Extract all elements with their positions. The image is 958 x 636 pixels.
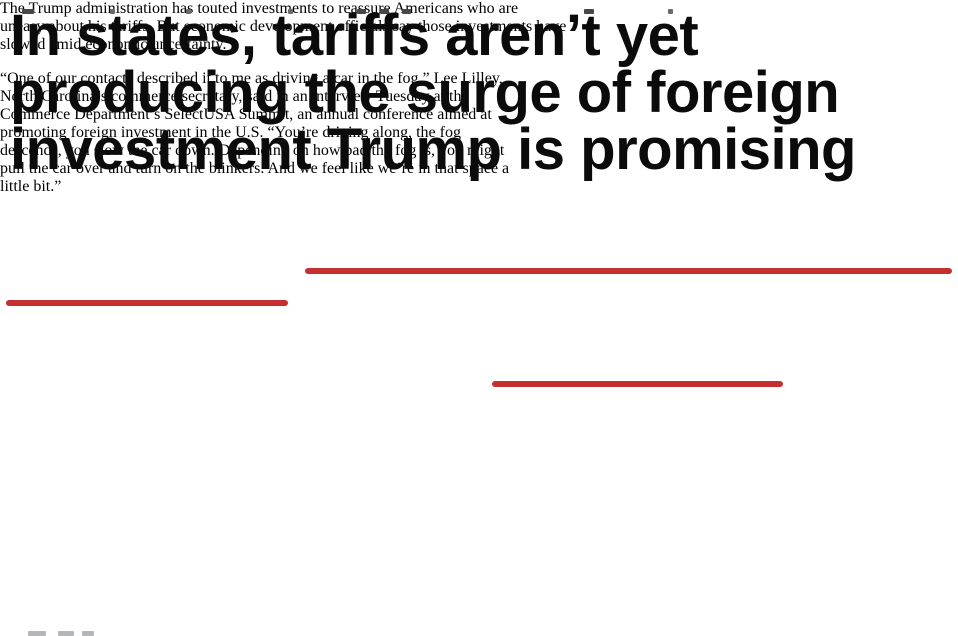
body-line: descends, you slow the car down. Dependi… [0, 142, 505, 159]
cropped-text-fragment [584, 9, 594, 14]
body-line: “One of our contacts described it to me … [0, 70, 503, 87]
cropped-text-fragment [28, 631, 46, 636]
red-underline-annotation [6, 300, 288, 306]
cropped-text-fragment [402, 9, 411, 14]
red-underline-annotation [492, 381, 783, 387]
cropped-text-fragment [668, 9, 673, 14]
cropped-text-fragment [186, 9, 191, 14]
body-line: little bit.” [0, 178, 62, 195]
cropped-text-fragment [357, 9, 366, 14]
cropped-text-fragment [288, 9, 293, 14]
cropped-text-fragment [110, 9, 115, 14]
cropped-text-fragment [22, 9, 34, 14]
body-line: Commerce Department’s SelectUSA Summit, … [0, 106, 492, 123]
headline-line: In states, tariffs aren’t yet [10, 3, 699, 68]
body-line: pull the car over and turn on the blinke… [0, 160, 510, 177]
body-line: promoting foreign investment in the U.S.… [0, 124, 461, 141]
headline-line: investment Trump is promising [10, 117, 856, 182]
cropped-text-fragment [380, 9, 389, 14]
cropped-text-fragment [58, 631, 74, 636]
headline-line: producing the surge of foreign [10, 60, 840, 125]
red-underline-annotation [305, 268, 952, 274]
cropped-text-fragment [82, 631, 94, 636]
body-line: North Carolina’s commerce secretary, sai… [0, 88, 469, 105]
article-headline: In states, tariffs aren’t yet producing … [10, 3, 856, 182]
subheadline-line: uneasy about his tariffs. But economic d… [0, 18, 567, 35]
subheadline-line: slowed amid economic uncertainty. [0, 36, 227, 53]
